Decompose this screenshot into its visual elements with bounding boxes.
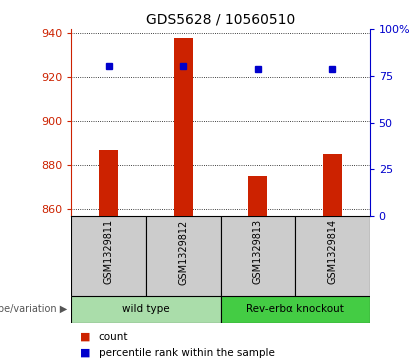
Text: wild type: wild type <box>122 305 170 314</box>
Bar <box>100 150 118 216</box>
Bar <box>295 216 370 296</box>
Text: GSM1329813: GSM1329813 <box>253 219 263 285</box>
Bar <box>220 216 295 296</box>
Bar <box>220 296 370 323</box>
Bar <box>249 176 267 216</box>
Bar <box>146 216 220 296</box>
Text: Rev-erbα knockout: Rev-erbα knockout <box>246 305 344 314</box>
Text: ■: ■ <box>80 332 94 342</box>
Text: GSM1329811: GSM1329811 <box>104 219 114 285</box>
Text: ■: ■ <box>80 348 94 358</box>
Text: GSM1329814: GSM1329814 <box>327 219 337 285</box>
Title: GDS5628 / 10560510: GDS5628 / 10560510 <box>146 12 295 26</box>
Text: genotype/variation ▶: genotype/variation ▶ <box>0 305 67 314</box>
Bar <box>71 216 146 296</box>
Text: GSM1329812: GSM1329812 <box>178 219 188 285</box>
Text: count: count <box>99 332 128 342</box>
Bar <box>71 296 220 323</box>
Bar <box>174 38 192 216</box>
Bar <box>323 154 341 216</box>
Text: percentile rank within the sample: percentile rank within the sample <box>99 348 275 358</box>
